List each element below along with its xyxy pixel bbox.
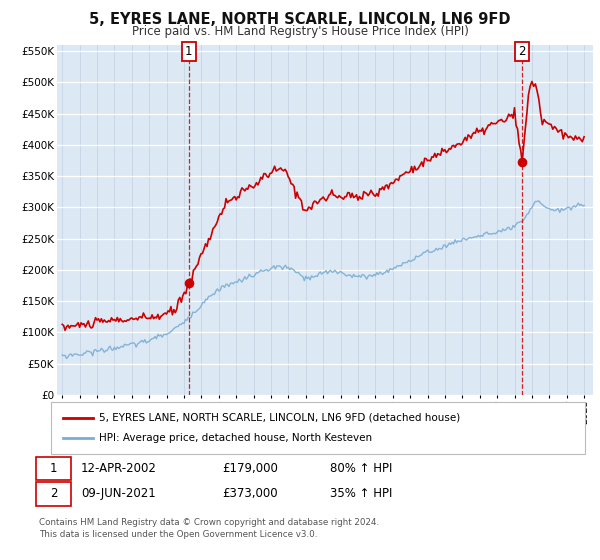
Text: 1: 1 (50, 462, 57, 475)
Text: 5, EYRES LANE, NORTH SCARLE, LINCOLN, LN6 9FD: 5, EYRES LANE, NORTH SCARLE, LINCOLN, LN… (89, 12, 511, 27)
Text: 1: 1 (185, 45, 193, 58)
Text: £179,000: £179,000 (222, 462, 278, 475)
Text: 12-APR-2002: 12-APR-2002 (81, 462, 157, 475)
Text: Price paid vs. HM Land Registry's House Price Index (HPI): Price paid vs. HM Land Registry's House … (131, 25, 469, 38)
Text: Contains HM Land Registry data © Crown copyright and database right 2024.
This d: Contains HM Land Registry data © Crown c… (39, 518, 379, 539)
Point (184, 278, 194, 287)
Text: 2: 2 (518, 45, 526, 58)
Text: 09-JUN-2021: 09-JUN-2021 (81, 487, 156, 501)
Text: £373,000: £373,000 (222, 487, 278, 501)
Text: 2: 2 (50, 487, 57, 501)
Point (517, 157, 527, 166)
Text: 5, EYRES LANE, NORTH SCARLE, LINCOLN, LN6 9FD (detached house): 5, EYRES LANE, NORTH SCARLE, LINCOLN, LN… (99, 413, 460, 423)
Text: 35% ↑ HPI: 35% ↑ HPI (330, 487, 392, 501)
Text: 80% ↑ HPI: 80% ↑ HPI (330, 462, 392, 475)
Text: HPI: Average price, detached house, North Kesteven: HPI: Average price, detached house, Nort… (99, 433, 372, 443)
